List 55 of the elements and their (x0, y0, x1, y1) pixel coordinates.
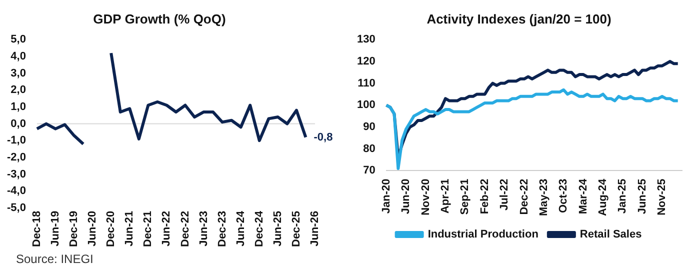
x-tick-label: Mar-24 (577, 178, 590, 214)
y-tick-label: 5,0 (10, 34, 26, 46)
y-tick-label: -4,0 (6, 185, 26, 198)
x-tick-label: Jan-25 (616, 178, 629, 214)
legend-label: Industrial Production (428, 228, 539, 241)
y-tick-label: -2,0 (6, 151, 26, 164)
x-tick-label: Dec-21 (142, 210, 154, 247)
y-tick-label: 70 (363, 164, 376, 177)
x-tick-label: Dec-22 (518, 178, 530, 215)
y-tick-label: -5,0 (6, 202, 26, 214)
x-tick-label: Dec-19 (68, 210, 80, 247)
chart-title: GDP Growth (% QoQ) (93, 11, 226, 26)
x-tick-label: Dec-20 (105, 210, 118, 247)
y-tick-label: 130 (356, 34, 376, 46)
x-tick-label: Jun-24 (234, 210, 247, 246)
y-tick-label: 110 (358, 77, 376, 90)
x-tick-label: Apr-21 (439, 178, 452, 214)
x-tick-label: Jun-22 (160, 210, 173, 246)
y-tick-label: -1,0 (6, 134, 26, 147)
x-tick-label: Jun-25 (272, 210, 284, 246)
x-tick-label: Sep-21 (459, 178, 472, 215)
x-tick-label: Dec-23 (216, 210, 228, 247)
x-tick-label: Jun-20 (86, 210, 99, 246)
y-tick-label: 3,0 (10, 67, 26, 80)
y-tick-label: 1,0 (10, 100, 26, 113)
x-tick-label: Nov-20 (420, 178, 432, 216)
legend-label: Retail Sales (580, 228, 642, 241)
y-tick-label: 90 (363, 121, 376, 134)
x-tick-label: Jun-26 (309, 210, 322, 246)
x-tick-label: Jun-19 (50, 210, 62, 246)
x-tick-label: Oct-23 (558, 178, 570, 213)
y-tick-label: 80 (363, 142, 376, 155)
x-tick-label: Nov-25 (656, 178, 668, 216)
x-tick-label: Dec-18 (30, 210, 43, 247)
x-tick-label: May-23 (538, 178, 550, 216)
x-tick-label: Aug-24 (597, 178, 610, 216)
y-tick-label: 100 (356, 99, 376, 112)
x-tick-label: Dec-25 (290, 210, 302, 247)
x-tick-label: Jul-22 (498, 178, 511, 210)
x-tick-label: Jun-25 (636, 178, 648, 214)
y-tick-label: 4,0 (10, 50, 26, 62)
x-tick-label: Jun-20 (400, 178, 412, 214)
x-tick-label: Jan-20 (380, 178, 392, 214)
source-note: Source: INEGI (16, 252, 94, 266)
x-tick-label: Dec-24 (253, 210, 266, 247)
x-tick-label: Jun-21 (124, 210, 136, 246)
y-tick-label: 0,0 (10, 118, 26, 130)
x-tick-label: Feb-22 (478, 178, 491, 214)
annotation: -0,8 (314, 131, 333, 144)
chart-title: Activity Indexes (jan/20 = 100) (426, 11, 612, 26)
y-tick-label: 2,0 (10, 84, 26, 96)
x-tick-label: Jun-23 (198, 210, 210, 246)
y-tick-label: -3,0 (6, 168, 26, 180)
y-tick-label: 120 (356, 55, 376, 68)
x-tick-label: Dec-22 (179, 210, 192, 247)
